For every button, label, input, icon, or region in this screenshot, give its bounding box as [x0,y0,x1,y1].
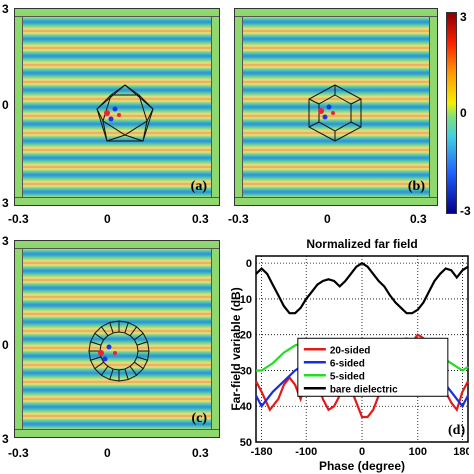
panel-border-top [15,9,219,17]
x-tick-label: 100 [409,446,427,458]
tick-y-mid-c: 0 [2,338,9,352]
y-tick-label: 0 [246,258,252,270]
tick-y-mid-a: 0 [2,98,9,112]
y-tick-label: 30 [240,365,252,377]
tick-x-left-a: -0.3 [8,212,29,226]
x-tick-label: -180 [251,446,273,458]
y-tick-label: 20 [240,330,252,342]
panel-border-right [211,9,219,205]
legend-entry: 20-sided [330,345,371,356]
pentagon-structure-icon [96,84,154,142]
y-tick-label: 40 [240,401,252,413]
panel-border-right [211,241,219,437]
tick-x-mid-b: 0 [324,212,331,226]
hexagon-structure-icon [308,84,362,142]
tick-y-top-c: 3 [2,234,9,248]
tick-x-right-c: 0.3 [192,446,209,460]
x-tick-label: -100 [295,446,317,458]
legend-box [297,337,449,397]
y-tick-label: 10 [240,294,252,306]
tick-y-top-a: 3 [2,2,9,16]
x-tick-label: 180 [453,446,471,458]
panel-border-bottom [15,197,219,205]
tick-x-left-b: -0.3 [228,212,249,226]
tick-x-left-c: -0.3 [8,446,29,460]
x-tick-label: 0 [359,446,365,458]
panel-label-a: (a) [190,179,207,194]
tick-y-bot-c: 3 [2,432,9,446]
tick-y-bot-a: 3 [2,196,9,210]
tick-x-right-b: 0.3 [410,212,427,226]
field-panel-b: (b) [234,8,438,206]
field-panel-a: (a) [14,8,220,206]
panel-border-bottom [235,197,437,205]
panel-label-b: (b) [407,179,425,194]
field-panel-c: (c) [14,240,220,438]
colorbar [446,12,457,214]
panel-border-bottom [15,429,219,437]
colorbar-tick-max: 3 [460,10,467,24]
tick-x-right-a: 0.3 [192,212,209,226]
chart-title: Normalized far field [306,237,417,251]
colorbar-tick-mid: 0 [460,106,467,120]
panel-border-left [15,9,23,205]
tick-x-mid-a: 0 [104,212,111,226]
far-field-chart: -180 -100 0 100 180 0 10 20 30 40 50 Normalized far… [228,232,474,474]
panel-border-top [15,241,219,249]
tick-x-mid-c: 0 [104,446,111,460]
panel-border-left [15,241,23,437]
panel-border-right [429,9,437,205]
panel-label-d: (d) [448,423,465,438]
x-axis-label: Phase (degree) [319,459,405,473]
legend-entry: 6-sided [330,358,365,369]
plot-mask-right [469,232,474,474]
panel-border-top [235,9,437,17]
icosagon-structure-icon [88,320,150,382]
series-line-bare-dielectric [255,261,469,315]
plot-mask-left [228,232,255,256]
panel-label-c: (c) [191,411,207,426]
legend-entry: bare dielectric [330,384,398,395]
panel-border-left [235,9,243,205]
colorbar-tick-min: -3 [460,204,471,218]
y-axis-label: Far-field variable (dB) [229,287,243,410]
legend-entry: 5-sided [330,371,365,382]
y-tick-label: 50 [240,437,252,449]
